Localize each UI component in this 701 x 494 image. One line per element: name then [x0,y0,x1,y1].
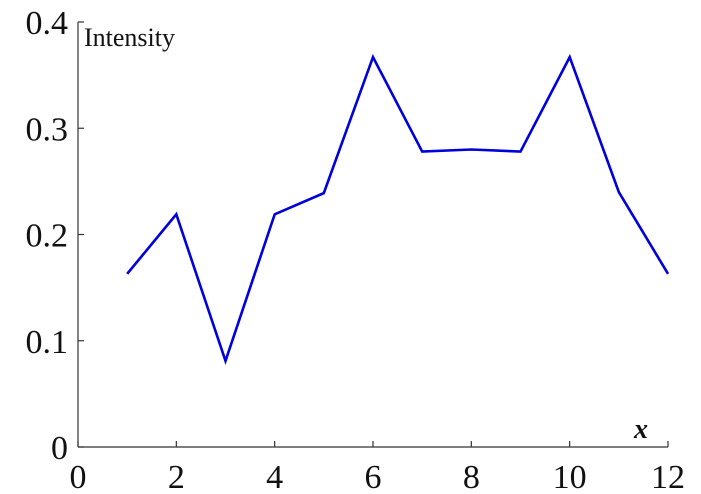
x-tick-label: 0 [70,459,87,494]
x-tick-label: 10 [553,459,587,494]
y-axis-label: Intensity [84,23,175,52]
series-line [126,53,670,365]
series-layer [126,53,670,365]
y-tick-label: 0.2 [26,218,69,255]
x-tick-label: 8 [463,459,480,494]
x-tick-label: 12 [651,459,685,494]
y-tick-label: 0.1 [26,324,69,361]
y-tick-label: 0.4 [26,5,69,42]
x-axis-label: x [633,414,648,445]
x-ticks: 0 2 4 6 8 10 12 [70,441,685,494]
x-tick-label: 2 [168,459,185,494]
x-tick-label: 6 [365,459,382,494]
x-tick-label: 4 [266,459,283,494]
y-tick-label: 0.3 [26,111,69,148]
y-ticks: 0 0.1 0.2 0.3 0.4 [26,5,84,467]
y-tick-label: 0 [51,430,68,467]
